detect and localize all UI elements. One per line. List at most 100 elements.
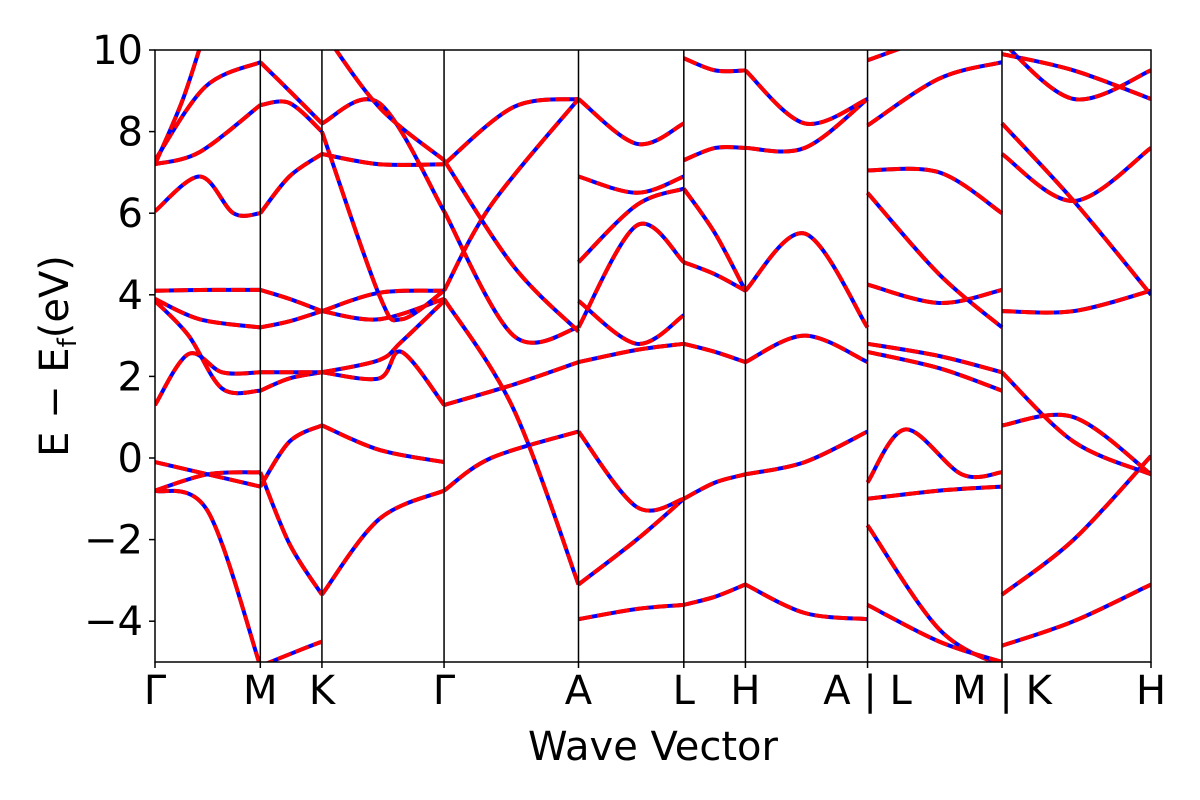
band-line-red-37	[442, 159, 580, 333]
band-line-red-51	[682, 187, 748, 292]
band-line-red-1	[155, 460, 261, 489]
x-tick-label: K	[309, 668, 337, 714]
band-line-red-39	[578, 602, 684, 622]
band-line-red-71	[1001, 582, 1151, 648]
band-line-red-25	[321, 296, 445, 322]
y-tick-label: 4	[118, 273, 143, 319]
band-line-red-19	[259, 99, 324, 134]
x-tick-label: H	[1136, 668, 1166, 714]
band-line-red-38	[577, 497, 686, 587]
band-line-red-44	[577, 186, 685, 264]
band-line-red-36	[442, 97, 579, 166]
band-line-red-45	[577, 174, 685, 195]
band-line-red-77	[1000, 122, 1151, 297]
x-tick-label: A	[565, 668, 593, 714]
band-line-red-53	[683, 56, 746, 74]
y-axis-title-main: E − E	[32, 347, 78, 457]
band-line-red-40	[576, 430, 685, 513]
y-tick-label: 8	[118, 110, 143, 156]
band-line-red-60	[865, 427, 1003, 484]
band-line-blue-70	[866, 50, 902, 63]
band-line-red-6	[155, 287, 261, 293]
band-line-red-49	[683, 341, 747, 364]
x-axis-title: Wave Vector	[528, 724, 779, 770]
band-line-red-27	[320, 130, 446, 323]
band-line-red-64	[867, 341, 1003, 375]
band-line-red-41	[578, 341, 685, 365]
band-line-red-0	[155, 488, 262, 662]
band-line-red-61	[867, 484, 1003, 501]
band-line-red-74	[1000, 370, 1151, 477]
band-line-red-35	[442, 210, 580, 345]
band-line-red-7	[155, 174, 261, 218]
x-tick-label: M | K	[952, 668, 1053, 714]
band-line-blue-68	[867, 166, 1004, 215]
band-line-red-48	[683, 582, 747, 607]
bands-layer	[155, 50, 1151, 662]
high-symmetry-lines	[259, 50, 1003, 662]
band-line-red-58	[745, 97, 869, 154]
band-line-red-47	[682, 472, 746, 501]
band-line-red-31	[442, 429, 580, 493]
band-line-red-9	[155, 60, 262, 162]
y-axis: −4 −2 0 2 4 6 8 10	[84, 28, 155, 645]
band-line-red-33	[442, 297, 581, 586]
band-line-red-63	[866, 603, 1003, 662]
x-tick-label: H	[730, 668, 760, 714]
band-line-red-43	[577, 299, 685, 346]
band-line-red-52	[683, 145, 746, 163]
y-axis-title-unit: (eV)	[32, 255, 78, 338]
band-line-red-66	[866, 282, 1003, 306]
band-line-red-17	[259, 287, 323, 313]
svg-text:E − Ef(eV): E − Ef(eV)	[32, 255, 83, 457]
band-line-red-72	[1000, 454, 1151, 597]
band-line-red-4	[155, 299, 261, 396]
band-line-red-10	[155, 50, 202, 165]
band-line-red-59	[744, 68, 869, 126]
band-line-red-23	[321, 349, 446, 407]
x-tick-label: M	[243, 668, 278, 714]
y-tick-label: −2	[84, 518, 143, 564]
band-line-red-54	[744, 582, 868, 622]
band-line-red-28	[321, 152, 445, 167]
band-line-red-8	[155, 103, 262, 167]
band-line-red-56	[744, 333, 869, 364]
band-line-red-57	[743, 231, 870, 329]
band-line-red-12	[258, 471, 324, 596]
y-tick-label: 6	[118, 191, 143, 237]
band-line-red-20	[258, 60, 324, 125]
band-line-red-2	[155, 470, 261, 493]
x-tick-label: A | L	[823, 668, 912, 714]
band-line-red-18	[258, 152, 324, 215]
x-tick-label: Γ	[144, 668, 167, 714]
y-tick-label: 0	[118, 436, 143, 482]
y-tick-label: 10	[92, 28, 143, 74]
band-line-red-32	[443, 360, 580, 407]
y-axis-title: E − Ef(eV)	[32, 255, 83, 457]
y-axis-title-subscript: f	[53, 337, 83, 347]
band-line-red-69	[866, 60, 1003, 128]
band-line-red-75	[1001, 288, 1151, 315]
y-tick-label: −4	[84, 599, 143, 645]
band-line-red-65	[867, 349, 1003, 393]
band-line-red-21	[320, 488, 445, 596]
band-line-red-5	[155, 297, 261, 330]
band-line-red-55	[745, 429, 869, 477]
band-line-red-79	[1001, 52, 1151, 101]
band-line-red-13	[258, 423, 323, 488]
y-tick-label: 2	[118, 354, 143, 400]
band-line-red-50	[683, 260, 747, 293]
band-line-red-11	[265, 639, 323, 662]
band-line-red-22	[321, 423, 445, 465]
x-tick-label: Γ	[433, 668, 456, 714]
band-line-red-16	[259, 309, 323, 330]
plot-frame	[154, 49, 1152, 663]
band-line-blue-73	[1001, 412, 1151, 476]
band-line-red-67	[866, 191, 1004, 329]
band-line-blue-46	[577, 97, 685, 147]
x-tick-label: L	[673, 668, 696, 714]
band-line-red-42	[576, 221, 686, 329]
band-line-red-29	[320, 97, 446, 213]
